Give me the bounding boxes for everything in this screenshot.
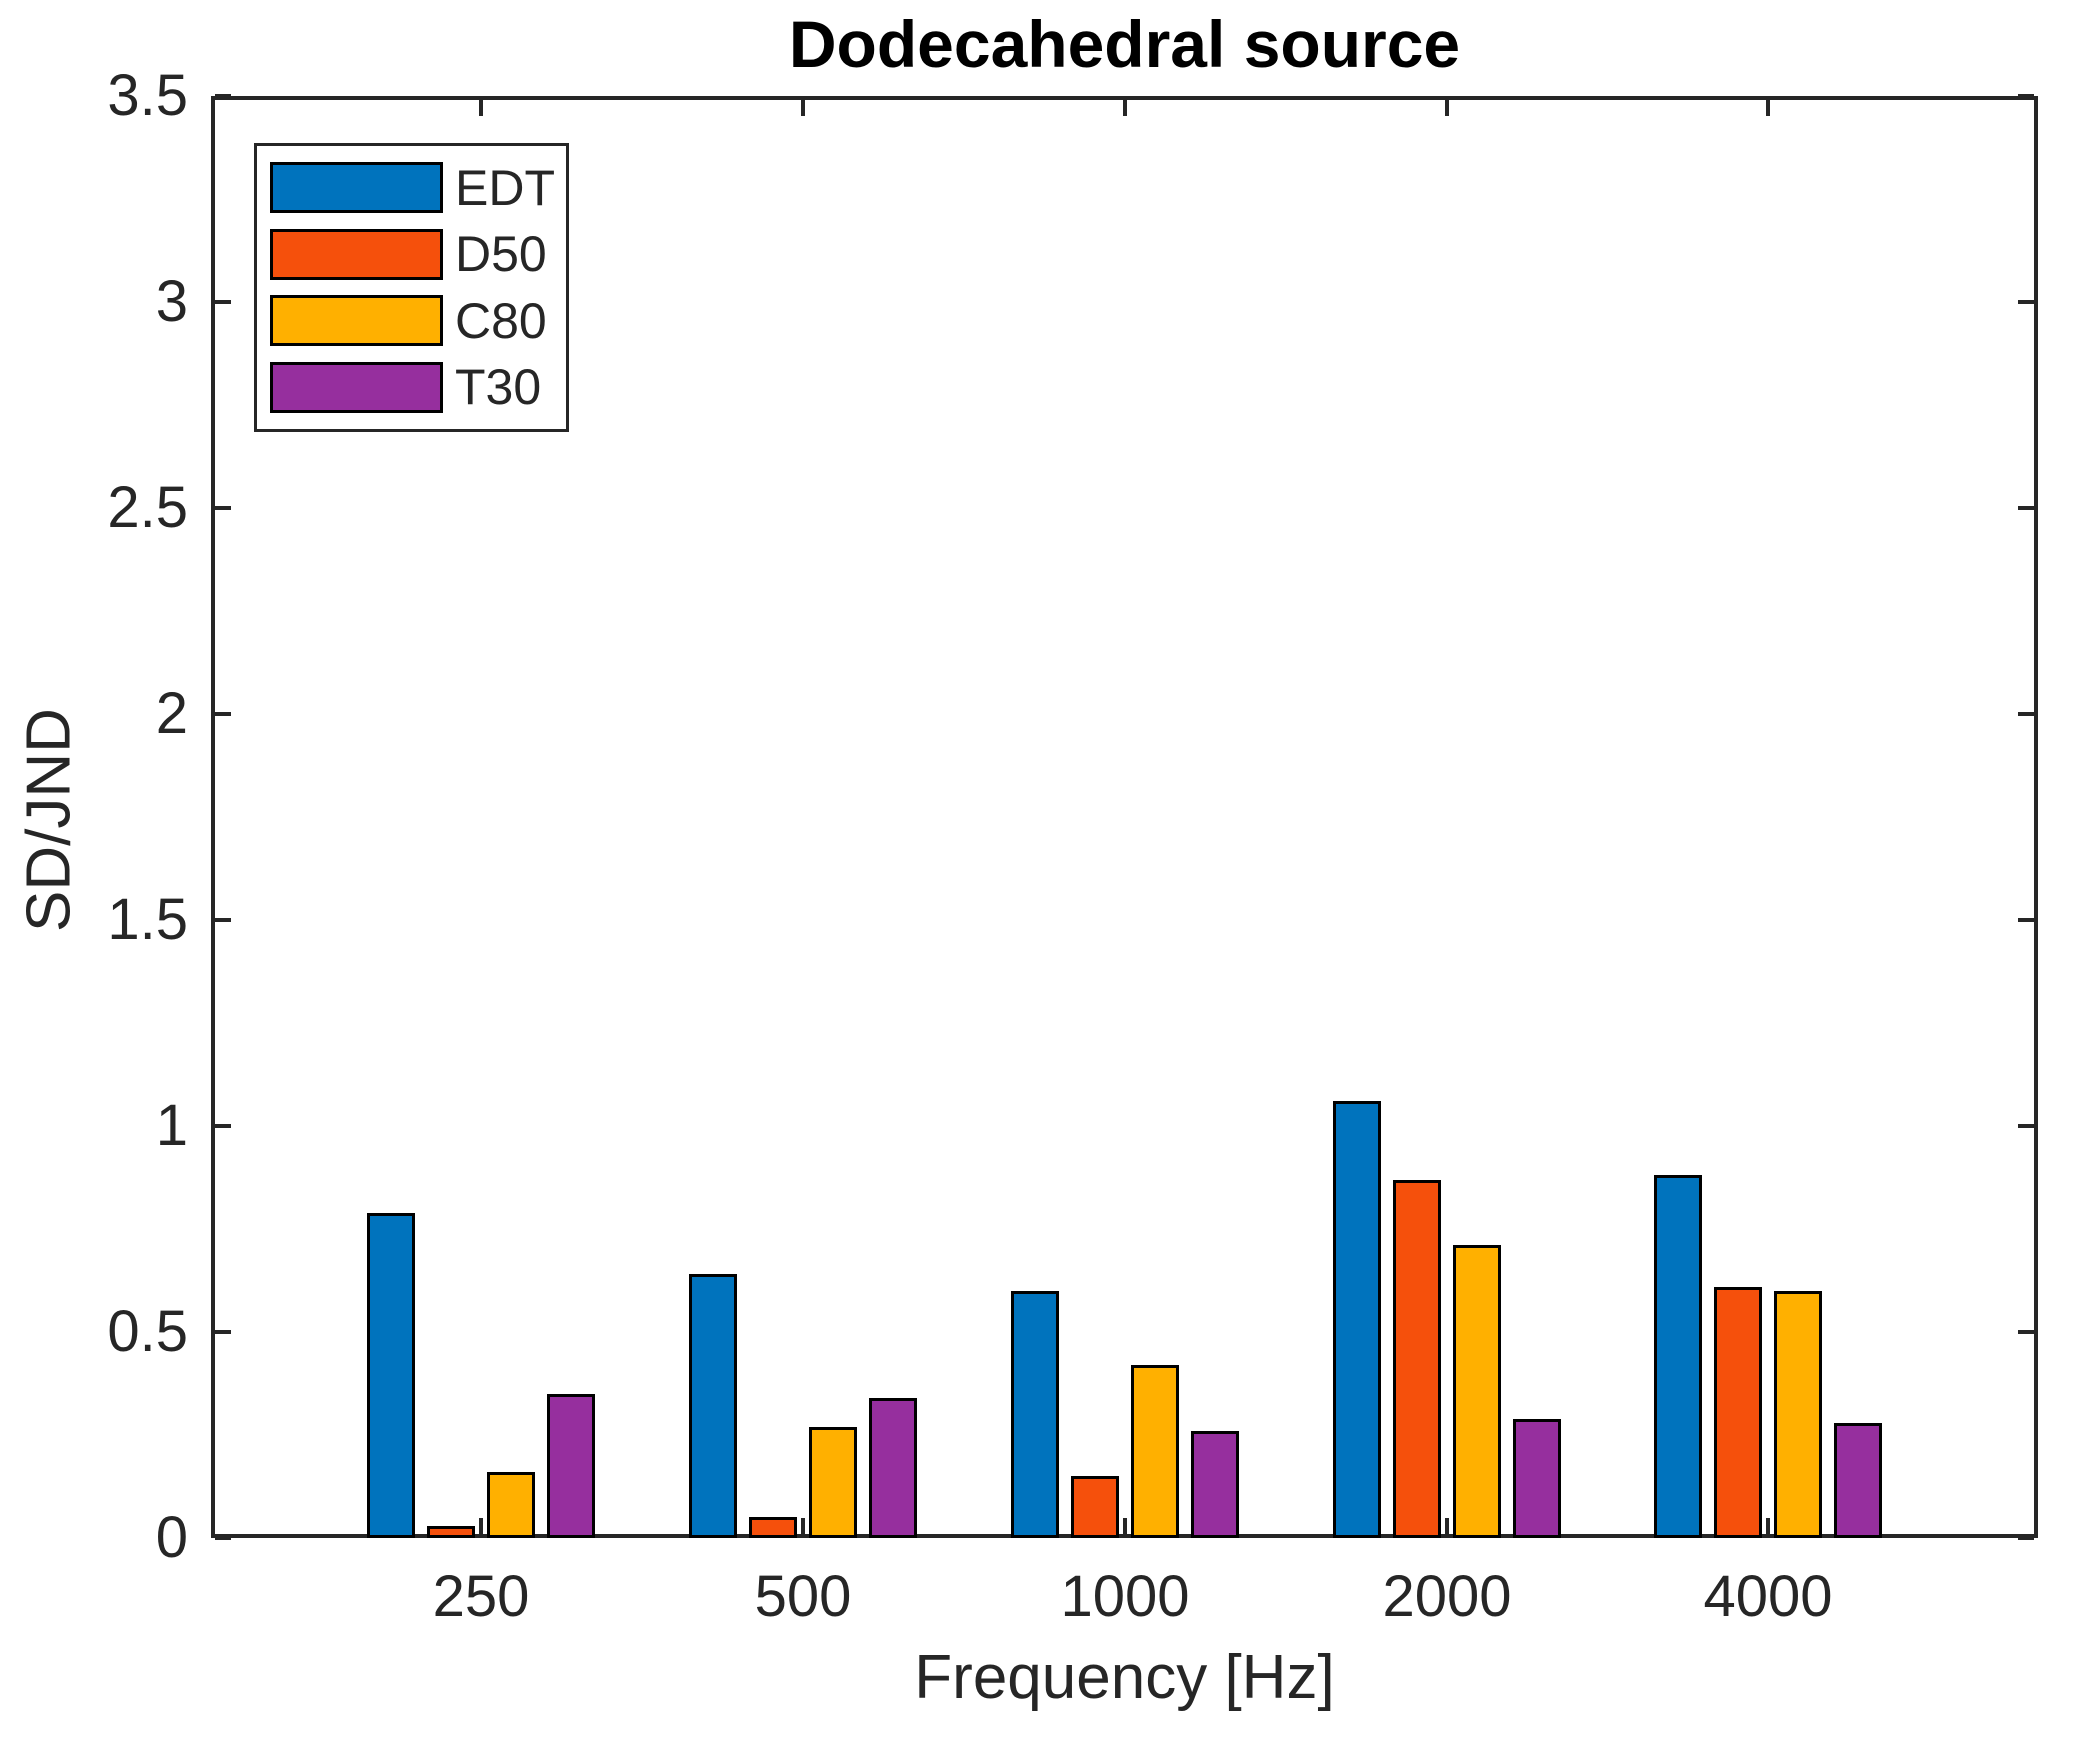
bar-t30-2000 xyxy=(1513,1419,1561,1538)
y-tick-label-3: 3 xyxy=(155,269,188,334)
y-tick-1.5 xyxy=(215,918,231,922)
legend-swatch-d50 xyxy=(270,228,443,280)
x-tick-label-1000: 1000 xyxy=(1060,1564,1190,1629)
legend: EDT D50 C80 T30 xyxy=(254,143,569,432)
y-tick-label-3.5: 3.5 xyxy=(107,63,188,128)
y-tick-3.5 xyxy=(215,94,231,98)
x-tick-top-1000 xyxy=(1123,100,1127,116)
bar-group-2000 xyxy=(1333,96,1561,1538)
x-tick-top-250 xyxy=(479,100,483,116)
bar-edt-250 xyxy=(367,1213,415,1538)
y-tick-right-3.5 xyxy=(2018,94,2034,98)
y-tick-2 xyxy=(215,712,231,716)
x-axis-label: Frequency [Hz] xyxy=(914,1643,1335,1712)
y-tick-right-2.5 xyxy=(2018,506,2034,510)
legend-label-c80: C80 xyxy=(455,292,547,349)
bar-t30-1000 xyxy=(1191,1431,1239,1538)
x-tick-2000 xyxy=(1445,1518,1449,1534)
bar-t30-250 xyxy=(547,1394,595,1538)
y-tick-right-1 xyxy=(2018,1124,2034,1128)
bar-t30-500 xyxy=(869,1398,917,1538)
x-tick-label-4000: 4000 xyxy=(1703,1564,1833,1629)
bar-c80-4000 xyxy=(1774,1291,1822,1538)
bar-d50-2000 xyxy=(1393,1180,1441,1538)
legend-swatch-c80 xyxy=(270,295,443,347)
legend-row-edt: EDT xyxy=(257,159,566,217)
y-tick-label-1.5: 1.5 xyxy=(107,887,188,952)
x-tick-500 xyxy=(801,1518,805,1534)
y-tick-right-3 xyxy=(2018,300,2034,304)
bar-c80-1000 xyxy=(1131,1365,1179,1538)
bar-group-250 xyxy=(367,96,595,1538)
bar-c80-250 xyxy=(487,1472,535,1538)
y-tick-right-1.5 xyxy=(2018,918,2034,922)
bar-d50-1000 xyxy=(1071,1476,1119,1538)
x-tick-4000 xyxy=(1766,1518,1770,1534)
y-tick-label-1: 1 xyxy=(155,1093,188,1158)
x-tick-top-4000 xyxy=(1766,100,1770,116)
y-tick-label-0: 0 xyxy=(155,1505,188,1570)
y-tick-right-0 xyxy=(2018,1536,2034,1540)
y-tick-3 xyxy=(215,300,231,304)
y-tick-label-0.5: 0.5 xyxy=(107,1299,188,1364)
legend-row-t30: T30 xyxy=(257,358,566,416)
y-tick-2.5 xyxy=(215,506,231,510)
y-tick-right-2 xyxy=(2018,712,2034,716)
y-tick-right-0.5 xyxy=(2018,1330,2034,1334)
y-tick-label-2: 2 xyxy=(155,681,188,746)
legend-swatch-edt xyxy=(270,162,443,214)
y-tick-0.5 xyxy=(215,1330,231,1334)
y-tick-label-2.5: 2.5 xyxy=(107,475,188,540)
legend-label-t30: T30 xyxy=(455,359,542,416)
bar-c80-2000 xyxy=(1453,1245,1501,1538)
legend-label-edt: EDT xyxy=(455,159,555,216)
x-tick-1000 xyxy=(1123,1518,1127,1534)
bar-group-500 xyxy=(689,96,917,1538)
x-tick-label-500: 500 xyxy=(754,1564,852,1629)
bar-edt-500 xyxy=(689,1274,737,1538)
bar-group-1000 xyxy=(1011,96,1239,1538)
legend-swatch-t30 xyxy=(270,361,443,413)
bar-edt-4000 xyxy=(1654,1175,1702,1538)
plot-area xyxy=(211,96,2038,1538)
legend-row-c80: C80 xyxy=(257,292,566,350)
x-tick-top-500 xyxy=(801,100,805,116)
bar-d50-4000 xyxy=(1714,1287,1762,1538)
bar-d50-250 xyxy=(427,1526,475,1538)
chart-title: Dodecahedral source xyxy=(788,7,1461,81)
y-tick-0 xyxy=(215,1536,231,1540)
bar-edt-2000 xyxy=(1333,1101,1381,1538)
bar-group-4000 xyxy=(1654,96,1882,1538)
bar-c80-500 xyxy=(809,1427,857,1538)
x-tick-label-250: 250 xyxy=(432,1564,530,1629)
legend-row-d50: D50 xyxy=(257,225,566,283)
legend-label-d50: D50 xyxy=(455,226,547,283)
y-tick-1 xyxy=(215,1124,231,1128)
x-tick-250 xyxy=(479,1518,483,1534)
x-tick-top-2000 xyxy=(1445,100,1449,116)
bar-t30-4000 xyxy=(1834,1423,1882,1538)
x-tick-label-2000: 2000 xyxy=(1382,1564,1512,1629)
bar-d50-500 xyxy=(749,1517,797,1538)
bar-edt-1000 xyxy=(1011,1291,1059,1538)
